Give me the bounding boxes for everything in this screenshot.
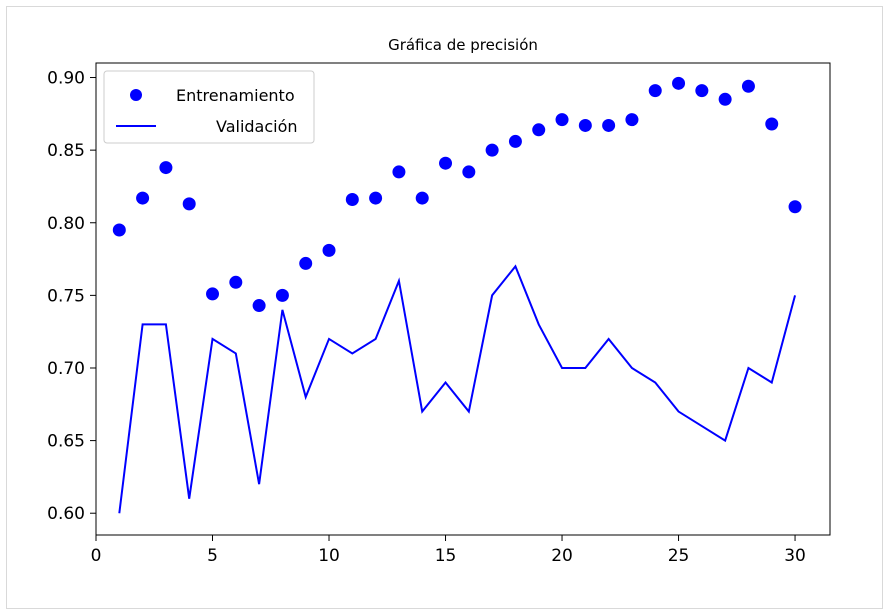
- legend-box: [103, 70, 315, 144]
- data-point-entrenamiento: [136, 191, 150, 205]
- data-point-entrenamiento: [788, 200, 802, 214]
- y-tick-label: 0.60: [47, 504, 85, 524]
- legend-label-entrenamiento: Entrenamiento: [176, 86, 295, 105]
- data-point-entrenamiento: [695, 84, 709, 98]
- x-axis: 0 5 10 15 20 25 30: [91, 535, 806, 566]
- data-point-entrenamiento: [765, 117, 779, 131]
- y-tick-label: 0.75: [47, 286, 85, 306]
- data-point-entrenamiento: [462, 165, 476, 179]
- legend-label-validacion: Validación: [216, 117, 298, 136]
- plot-area: [95, 62, 831, 536]
- x-tick-label: 15: [435, 546, 457, 566]
- data-point-entrenamiento: [508, 134, 522, 148]
- x-tick-label: 5: [207, 546, 218, 566]
- data-point-entrenamiento: [369, 191, 383, 205]
- data-point-entrenamiento: [718, 92, 732, 106]
- data-point-entrenamiento: [532, 123, 546, 137]
- data-point-entrenamiento: [159, 161, 173, 175]
- y-tick-label: 0.80: [47, 214, 85, 234]
- data-point-entrenamiento: [672, 76, 686, 90]
- data-point-entrenamiento: [275, 288, 289, 302]
- data-point-entrenamiento: [206, 287, 220, 301]
- data-point-entrenamiento: [648, 84, 662, 98]
- x-tick-label: 0: [91, 546, 102, 566]
- y-tick-label: 0.85: [47, 141, 85, 161]
- series-line-validacion: [118, 264, 797, 514]
- data-point-entrenamiento: [229, 275, 243, 289]
- series-layer: [112, 76, 802, 514]
- legend: Entrenamiento Validación: [103, 70, 315, 144]
- data-point-entrenamiento: [485, 143, 499, 157]
- data-point-entrenamiento: [741, 79, 755, 93]
- data-point-entrenamiento: [602, 118, 616, 132]
- data-point-entrenamiento: [182, 197, 196, 211]
- y-tick-label: 0.70: [47, 359, 85, 379]
- data-point-entrenamiento: [439, 156, 453, 170]
- data-point-entrenamiento: [345, 193, 359, 207]
- x-tick-label: 20: [551, 546, 573, 566]
- data-point-entrenamiento: [112, 223, 126, 237]
- data-point-entrenamiento: [392, 165, 406, 179]
- chart-title: Gráfica de precisión: [388, 36, 538, 54]
- y-tick-label: 0.65: [47, 432, 85, 452]
- data-point-entrenamiento: [625, 113, 639, 127]
- data-point-entrenamiento: [322, 243, 336, 257]
- x-tick-label: 30: [784, 546, 806, 566]
- data-point-entrenamiento: [252, 299, 266, 313]
- data-point-entrenamiento: [555, 113, 569, 127]
- data-point-entrenamiento: [415, 191, 429, 205]
- y-tick-label: 0.90: [47, 69, 85, 89]
- x-tick-label: 25: [668, 546, 690, 566]
- data-point-entrenamiento: [299, 256, 313, 270]
- y-axis: 0.60 0.65 0.70 0.75 0.80 0.85 0.90: [47, 69, 96, 524]
- x-tick-label: 10: [318, 546, 340, 566]
- data-point-entrenamiento: [578, 118, 592, 132]
- legend-marker-entrenamiento: [130, 89, 142, 101]
